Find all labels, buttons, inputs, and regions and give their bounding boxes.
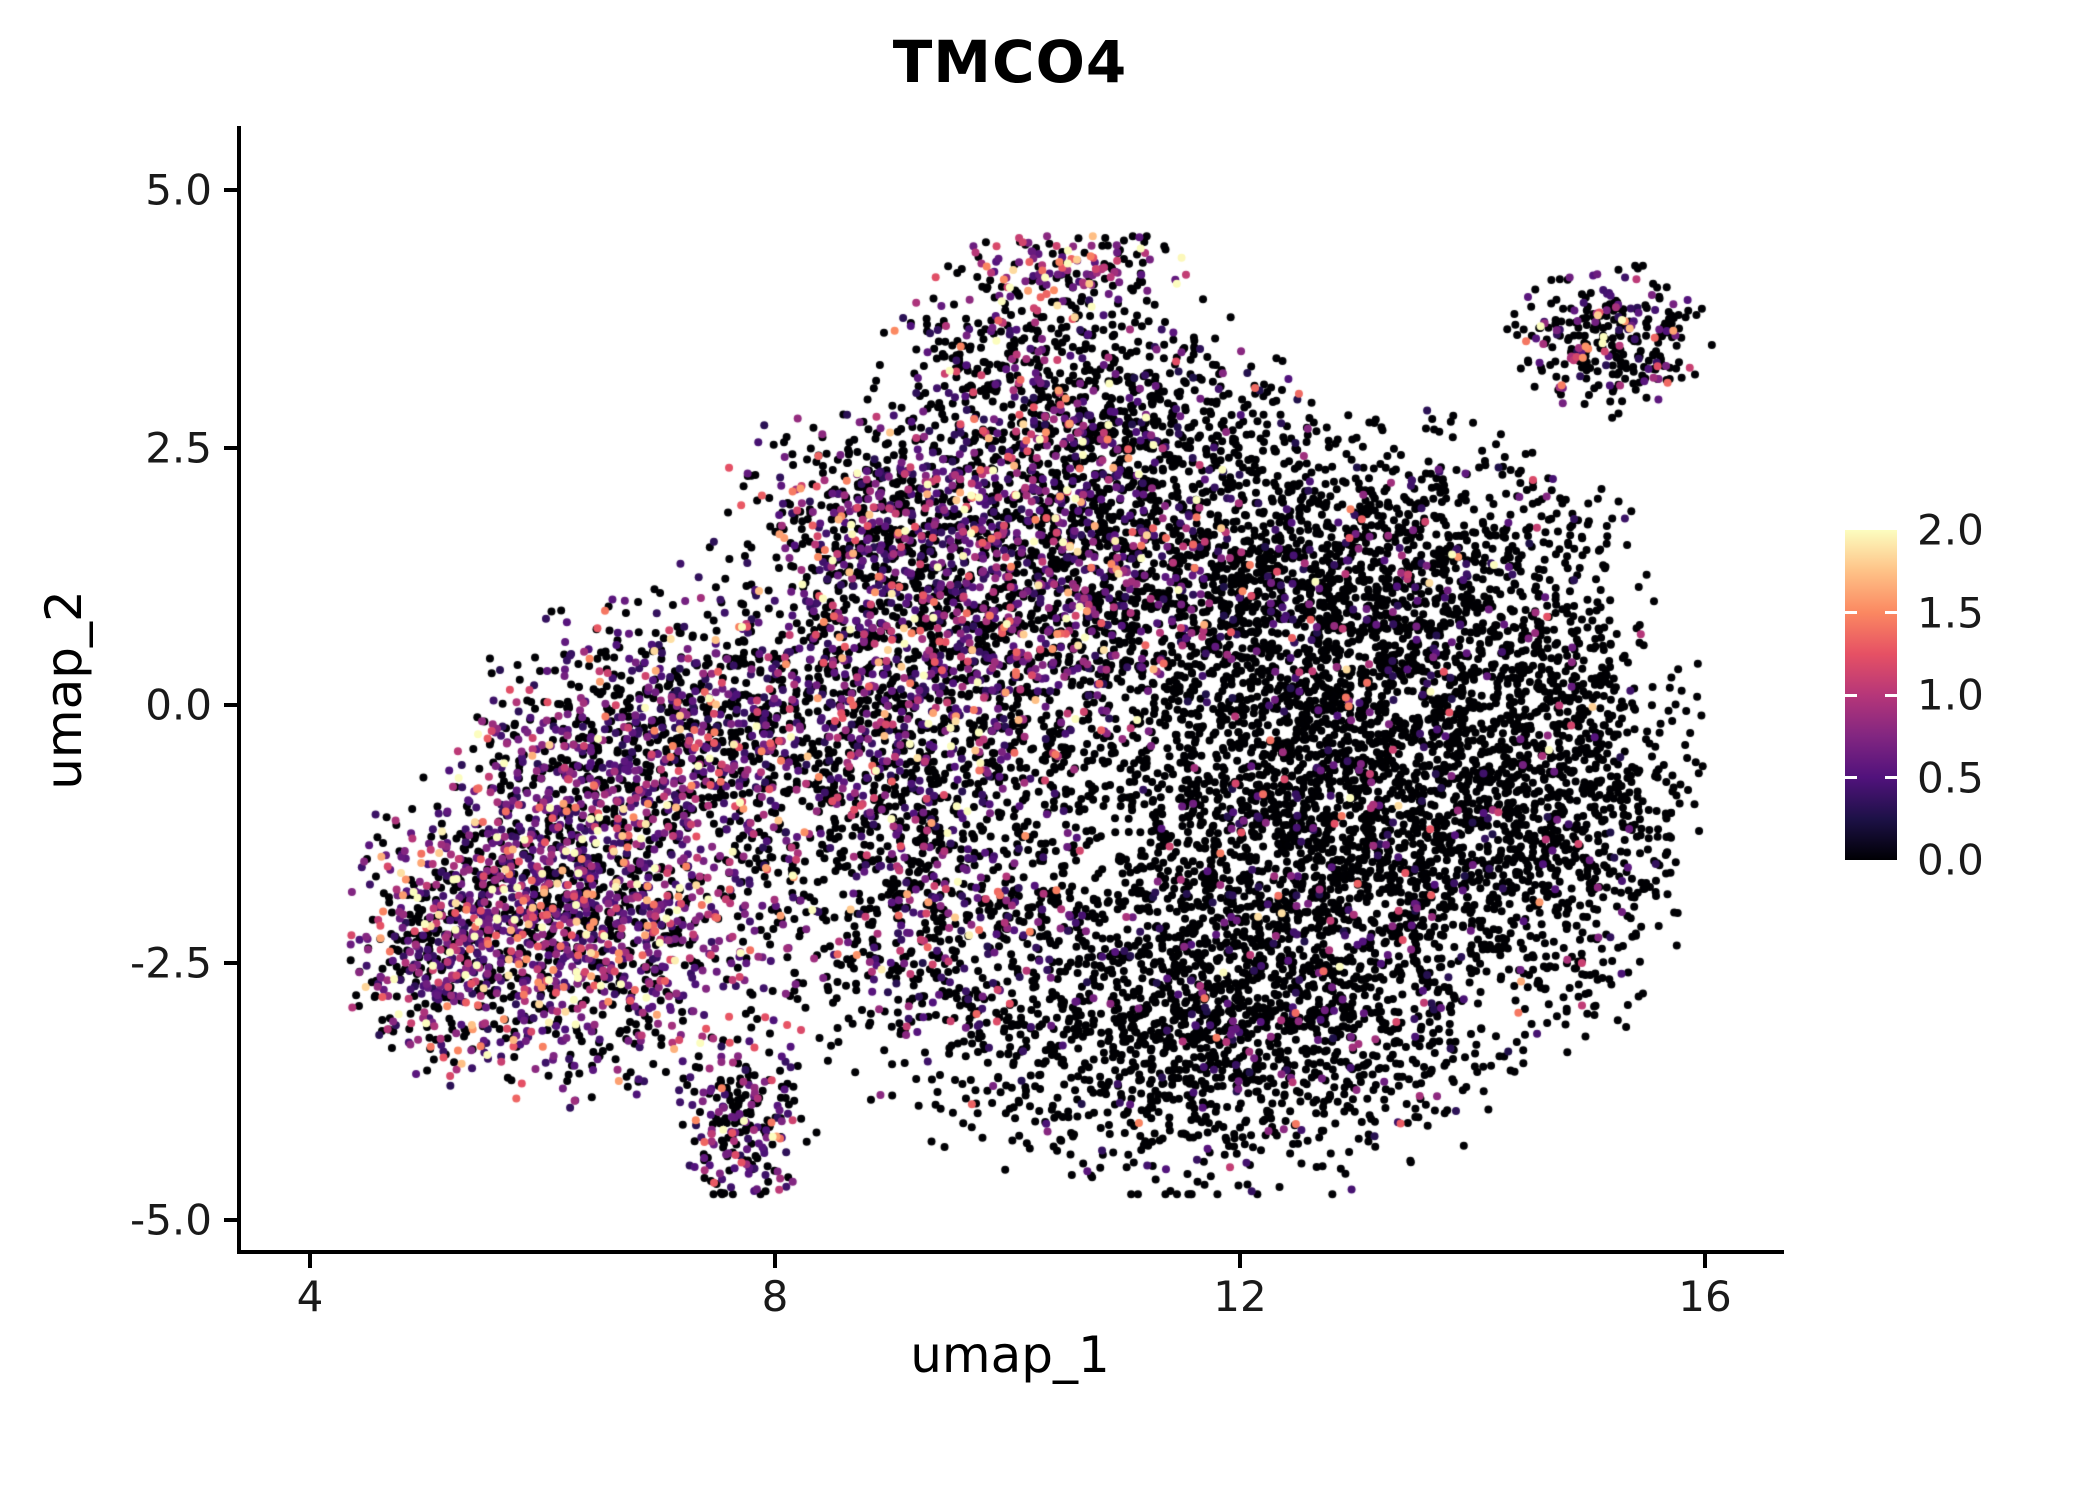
y-axis-tick-label: -2.5	[130, 938, 212, 987]
x-axis-tick-label: 4	[296, 1272, 324, 1321]
colorbar-tick-label: 0.0	[1917, 835, 1984, 885]
colorbar-tick-mark	[1845, 693, 1857, 697]
colorbar-legend: 2.0 1.5 1.0 0.5 0.0	[1845, 506, 2100, 885]
y-axis-tick-label: 5.0	[145, 165, 212, 215]
colorbar-tick-mark	[1845, 611, 1857, 614]
colorbar-tick-label: 1.0	[1917, 670, 1984, 720]
x-axis-tick	[308, 1254, 312, 1268]
colorbar-tick-mark	[1885, 611, 1897, 614]
x-axis-tick-label: 16	[1678, 1272, 1732, 1321]
colorbar-tick-label: 2.0	[1917, 505, 1984, 555]
y-axis-tick	[224, 960, 238, 965]
y-axis-tick-label: 0.0	[145, 680, 212, 730]
x-axis-tick-label: 12	[1213, 1272, 1267, 1321]
colorbar-tick-mark	[1885, 776, 1897, 779]
colorbar-tick-label: 0.5	[1917, 753, 1984, 802]
y-axis-tick	[224, 188, 238, 192]
x-axis-title: umap_1	[910, 1326, 1110, 1384]
y-axis-tick-label: -5.0	[130, 1195, 212, 1245]
x-axis-tick	[1703, 1254, 1707, 1268]
colorbar-tick-mark	[1845, 776, 1857, 779]
y-axis-tick	[224, 1218, 238, 1222]
x-axis-tick	[773, 1254, 777, 1268]
colorbar-tick-mark	[1885, 693, 1897, 697]
x-axis-tick-label: 8	[761, 1272, 789, 1321]
y-axis-tick	[224, 703, 238, 707]
y-axis-tick	[224, 445, 238, 450]
y-axis-line	[237, 126, 241, 1254]
x-axis-line	[237, 1250, 1784, 1254]
colorbar-tick-label: 1.5	[1917, 588, 1984, 637]
x-axis-tick	[1238, 1254, 1242, 1268]
y-axis-tick-label: 2.5	[145, 423, 212, 472]
plot-title: TMCO4	[892, 28, 1128, 96]
